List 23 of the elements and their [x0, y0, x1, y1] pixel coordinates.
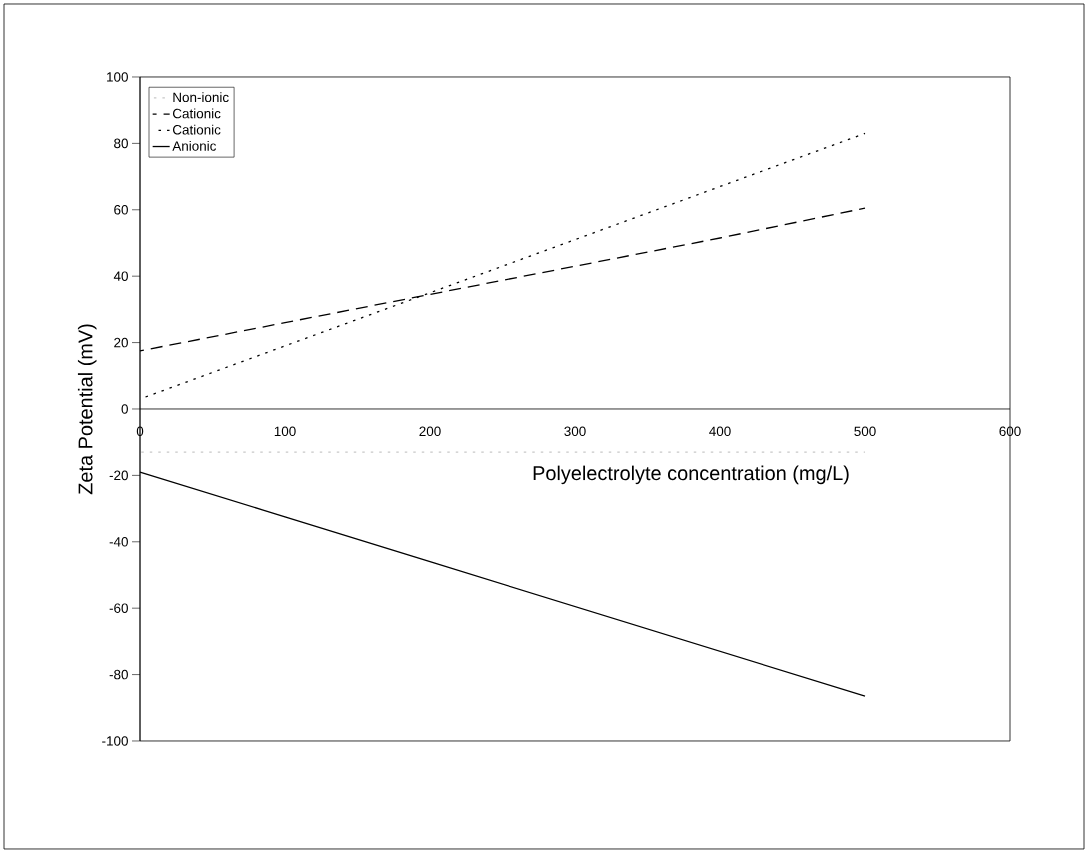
y-tick-label: 60: [114, 205, 128, 215]
y-tick-label: 40: [113, 271, 128, 281]
x-tick-label: 300: [564, 426, 586, 437]
y-tick-label: -80: [109, 669, 128, 680]
y-tick-label: 0: [121, 404, 128, 414]
y-tick-label: -20: [109, 470, 128, 481]
x-tick-label: 500: [854, 426, 876, 437]
y-tick-label: 100: [107, 72, 128, 82]
legend-label: Cationic: [172, 124, 221, 135]
x-tick-label: 400: [709, 426, 731, 437]
y-tick-label: -60: [109, 603, 128, 613]
y-tick-label: 80: [114, 138, 128, 149]
y-tick-label: -40: [109, 537, 128, 547]
x-tick-label: 100: [274, 426, 296, 437]
legend-label: Anionic: [172, 140, 217, 151]
y-axis-title: Zeta Potential (mV): [77, 324, 97, 495]
y-tick-label: -100: [102, 736, 128, 746]
x-axis-title: Polyelectrolyte concentration (mg/L): [533, 465, 849, 485]
y-tick-label: 20: [114, 337, 128, 348]
x-tick-label: 600: [999, 426, 1021, 437]
x-tick-label: 200: [419, 426, 441, 437]
legend-label: Non-ionic: [173, 92, 229, 103]
legend-label: Cationic: [172, 108, 221, 119]
